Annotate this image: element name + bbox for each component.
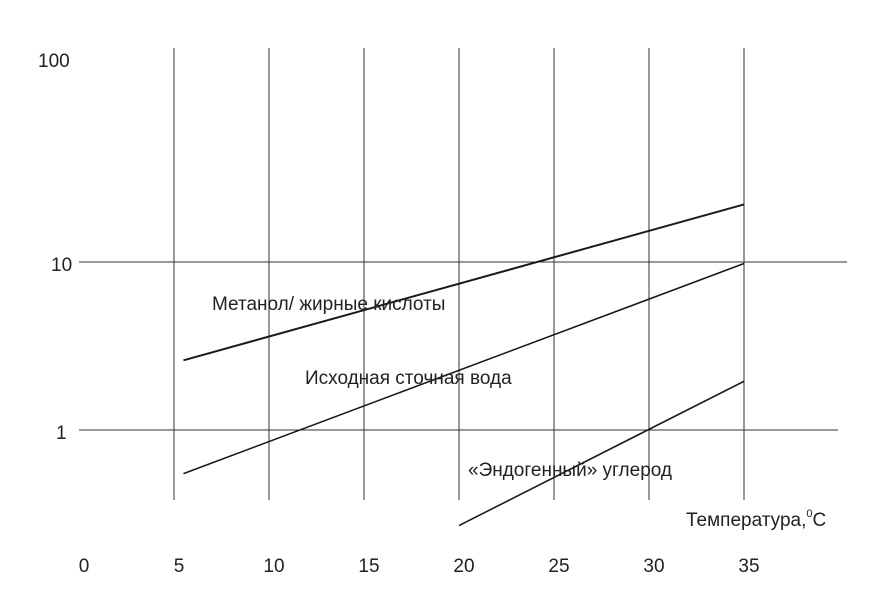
series-line-1	[183, 203, 745, 362]
x-tick-label-20: 20	[453, 556, 474, 577]
series-line-3	[458, 380, 745, 527]
x-tick-label-10: 10	[263, 556, 284, 577]
series-label-3: «Эндогенный» углерод	[468, 460, 672, 481]
x-axis-label: Температура,0C	[686, 508, 826, 531]
x-tick-label-25: 25	[548, 556, 569, 577]
x-tick-label-15: 15	[358, 556, 379, 577]
series-line-2	[183, 262, 745, 475]
tick-labels: 0 5 10 15 20 25 30 35 100 10 1	[38, 51, 760, 577]
y-tick-label-10: 10	[51, 255, 72, 276]
series-lines	[183, 203, 745, 527]
x-tick-label-30: 30	[643, 556, 664, 577]
y-tick-label-1: 1	[56, 423, 67, 444]
y-tick-label-100: 100	[38, 51, 70, 72]
x-tick-label-5: 5	[174, 556, 185, 577]
x-tick-label-0: 0	[79, 556, 90, 577]
grid	[79, 48, 847, 500]
x-tick-label-35: 35	[738, 556, 759, 577]
series-label-1: Метанол/ жирные кислоты	[212, 294, 445, 315]
series-labels: Метанол/ жирные кислоты Исходная сточная …	[212, 294, 672, 481]
series-label-2: Исходная сточная вода	[305, 368, 512, 389]
